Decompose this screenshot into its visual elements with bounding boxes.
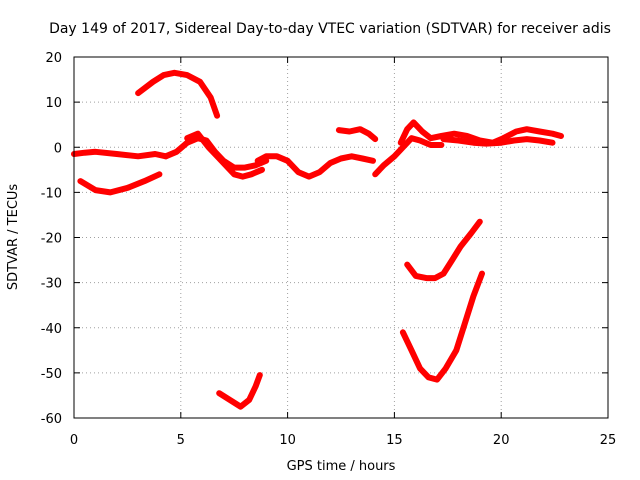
chart-title: Day 149 of 2017, Sidereal Day-to-day VTE…: [49, 21, 611, 37]
data-series-arc-5: [184, 130, 265, 180]
y-tick-label: -20: [41, 232, 62, 247]
data-series-arc-6: [216, 372, 263, 410]
y-axis-label: SDTVAR / TECUs: [6, 184, 21, 291]
x-tick-label: 25: [600, 433, 617, 448]
data-series-arc-8: [335, 126, 379, 143]
x-tick-label: 0: [70, 433, 78, 448]
data-series-arc-7: [254, 153, 376, 180]
y-tick-label: -40: [41, 322, 62, 337]
y-tick-label: 0: [54, 141, 62, 156]
x-tick-label: 5: [177, 433, 185, 448]
data-series-arc-13: [399, 270, 485, 383]
x-tick-label: 10: [279, 433, 296, 448]
x-tick-label: 20: [493, 433, 510, 448]
y-tick-label: 10: [45, 96, 62, 111]
data-series-arc-1: [71, 148, 169, 160]
y-tick-label: 20: [45, 51, 62, 66]
x-tick-label: 15: [386, 433, 403, 448]
tick-layer: 0 5 10 15 20 25 -60 -50 -40 -30 -20 -10 0 10 20: [41, 51, 617, 448]
data-series-arc-11: [440, 136, 556, 147]
grid-layer: [74, 57, 608, 418]
y-tick-label: -50: [41, 367, 62, 382]
y-tick-label: -30: [41, 277, 62, 292]
data-series-arc-3: [135, 69, 221, 119]
data-series-arc-9: [372, 135, 445, 178]
data-series-arc-2: [77, 171, 163, 196]
data-series-arc-10: [397, 119, 564, 146]
y-tick-label: -60: [41, 412, 62, 427]
series-layer: [71, 69, 564, 410]
y-tick-label: -10: [41, 186, 62, 201]
data-series-arc-12: [404, 218, 483, 282]
x-axis-label: GPS time / hours: [287, 459, 396, 474]
